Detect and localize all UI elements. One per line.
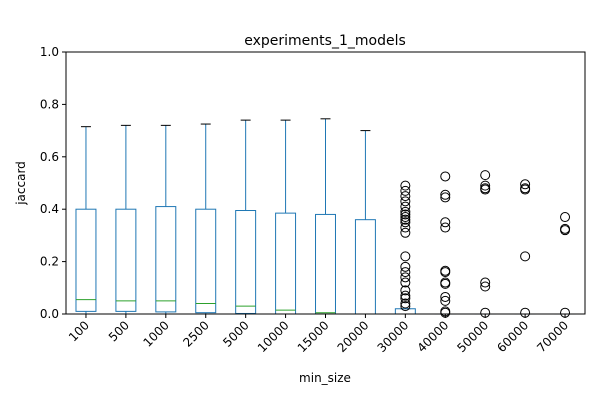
y-tick-label: 0.4: [40, 202, 59, 216]
outlier-point: [400, 261, 411, 272]
outlier-point: [400, 209, 411, 220]
box-group: [514, 179, 536, 318]
box-group: [354, 130, 376, 315]
box-group: [315, 118, 336, 315]
outlier-point: [400, 290, 411, 301]
outlier-point: [440, 291, 451, 302]
outlier-point: [440, 278, 451, 289]
x-tick-label: 60000: [494, 318, 531, 355]
outlier-point: [480, 170, 491, 181]
x-tick-label: 10000: [255, 318, 292, 355]
x-tick-label: 2500: [180, 318, 211, 349]
outlier-point: [520, 179, 531, 190]
x-tick-label: 100: [66, 318, 92, 344]
x-tick-label: 20000: [335, 318, 372, 355]
x-axis-label: min_size: [299, 371, 351, 385]
outlier-point: [400, 293, 411, 304]
y-tick-label: 1.0: [40, 45, 59, 59]
box-iqr: [75, 208, 97, 312]
box-group: [115, 124, 137, 315]
outlier-point: [400, 267, 411, 278]
outlier-point: [440, 295, 451, 306]
x-tick-label: 1000: [140, 318, 171, 349]
box-iqr: [235, 210, 257, 314]
x-tick-label: 500: [106, 318, 132, 344]
box-iqr: [155, 206, 177, 313]
outlier-point: [400, 180, 411, 191]
x-tick-label: 30000: [375, 318, 412, 355]
box-group: [554, 212, 576, 318]
x-tick-label: 50000: [454, 318, 491, 355]
box-group: [474, 170, 496, 318]
y-tick-label: 0.8: [40, 97, 59, 111]
outlier-point: [520, 184, 531, 195]
box-group: [155, 124, 177, 315]
x-tick-label: 40000: [414, 318, 451, 355]
outlier-point: [400, 217, 411, 228]
outlier-point: [440, 192, 451, 203]
x-axis: 100 500 1000 2500 5000 10000 15000 20000 30000 40…: [66, 314, 571, 355]
outlier-point: [480, 277, 491, 288]
outlier-point: [440, 171, 451, 182]
plot-area: [75, 118, 576, 318]
box-group: [75, 126, 97, 315]
outlier-point: [400, 222, 411, 233]
outlier-point: [520, 251, 531, 262]
box-group: [235, 119, 257, 315]
y-tick-label: 0.2: [40, 255, 59, 269]
outlier-point: [400, 251, 411, 262]
outlier-point: [440, 217, 451, 228]
box-iqr: [275, 212, 297, 315]
outlier-point: [400, 301, 411, 312]
outlier-point: [400, 201, 411, 212]
outlier-point: [400, 214, 411, 225]
outlier-point: [400, 191, 411, 202]
box-group: [195, 123, 217, 315]
box-iqr: [354, 219, 376, 315]
box-iqr: [394, 308, 416, 315]
y-axis-label: jaccard: [14, 161, 28, 206]
outlier-point: [400, 285, 411, 296]
box-group: [394, 180, 416, 315]
outlier-point: [400, 196, 411, 207]
x-tick-label: 15000: [295, 318, 332, 355]
box-group: [434, 171, 456, 318]
outlier-point: [400, 227, 411, 238]
outlier-point: [480, 180, 491, 191]
outlier-point: [400, 185, 411, 196]
y-tick-label: 0.0: [40, 307, 59, 321]
y-axis: 0.0 0.2 0.4 0.6 0.8 1.0: [40, 45, 66, 321]
box-iqr: [115, 208, 137, 312]
chart-title: experiments_1_models: [244, 33, 406, 49]
outlier-point: [440, 189, 451, 200]
box-iqr: [315, 213, 336, 315]
outlier-point: [400, 298, 411, 309]
x-tick-label: 5000: [220, 318, 251, 349]
outlier-point: [400, 272, 411, 283]
y-tick-label: 0.6: [40, 150, 59, 164]
box-iqr: [195, 208, 217, 314]
outlier-point: [400, 212, 411, 223]
x-tick-label: 70000: [534, 318, 571, 355]
outlier-point: [440, 222, 451, 233]
outlier-point: [400, 206, 411, 217]
outlier-point: [480, 281, 491, 292]
box-group: [275, 119, 297, 315]
outlier-point: [560, 212, 571, 223]
outlier-point: [400, 277, 411, 288]
outlier-point: [440, 267, 451, 278]
outlier-point: [480, 184, 491, 195]
outlier-point: [560, 225, 571, 236]
plot-frame: [65, 51, 586, 315]
